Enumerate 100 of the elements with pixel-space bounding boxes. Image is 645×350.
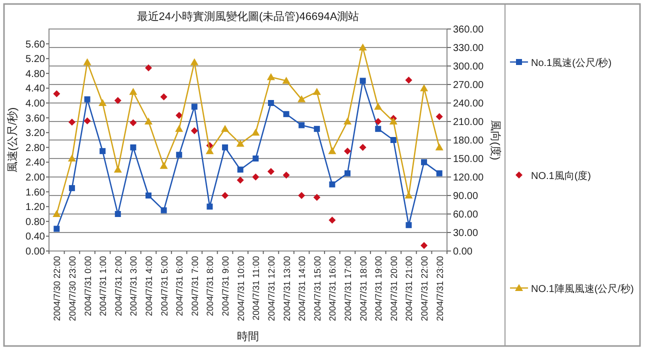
point (390, 137, 396, 143)
point (266, 73, 275, 80)
point (283, 111, 290, 118)
point (130, 119, 137, 126)
y2-tick-label: 180.00 (453, 136, 484, 146)
y-tick-label: 0.00 (26, 246, 46, 258)
y-tick-label: 4.40 (26, 84, 46, 95)
x-tick-label: 2004/7/31 11:00 (251, 256, 262, 320)
point (190, 127, 198, 134)
x-tick-label: 2004/7/31 2:00 (113, 256, 124, 316)
point (298, 192, 306, 199)
point (359, 144, 366, 151)
point (236, 140, 244, 147)
point (252, 156, 259, 162)
y2-tick-label: 150.00 (453, 154, 484, 165)
x-tick-label: 2004/7/30 23:00 (67, 256, 78, 322)
y-axis-title: 風速(公尺/秒) (6, 107, 19, 173)
x-tick-label: 2004/7/31 0:00 (82, 256, 93, 316)
x-tick-label: 2004/7/31 8:00 (205, 256, 216, 316)
point (435, 143, 444, 150)
point (222, 192, 229, 199)
point (344, 170, 350, 176)
x-tick-label: 2004/7/31 4:00 (144, 256, 154, 316)
x-tick-label: 2004/7/31 1:00 (98, 256, 108, 316)
point (130, 144, 136, 150)
y-tick-label: 2.00 (26, 172, 46, 184)
y-tick-label: 2.40 (26, 158, 46, 169)
x-tick-label: 2004/7/31 17:00 (343, 256, 353, 322)
point (53, 90, 60, 98)
point (175, 124, 184, 132)
y2-tick-label: 120.00 (453, 172, 484, 184)
y2-tick-label: 30.00 (453, 228, 478, 239)
y2-tick-label: 270.00 (453, 80, 484, 91)
point (282, 76, 290, 84)
x-tick-label: 2004/7/31 13:00 (282, 256, 292, 322)
point (436, 113, 443, 120)
point (100, 148, 106, 154)
point (420, 242, 428, 249)
x-tick-label: 2004/7/31 7:00 (190, 256, 200, 316)
point (252, 128, 260, 136)
y2-tick-label: 60.00 (453, 210, 478, 220)
y2-tick-label: 90.00 (453, 191, 478, 202)
point (83, 58, 92, 66)
point (222, 144, 228, 150)
y-tick-label: 3.20 (26, 128, 46, 140)
point (146, 192, 152, 198)
point (268, 100, 274, 106)
x-tick-label: 2004/7/31 14:00 (297, 256, 308, 322)
y2-tick-label: 360.00 (453, 24, 484, 36)
y2-tick-label: 300.00 (453, 62, 484, 72)
point (68, 118, 76, 126)
point (68, 154, 76, 162)
point (84, 117, 91, 124)
point (252, 174, 260, 180)
y2-tick-label: 240.00 (453, 98, 484, 110)
point (98, 99, 107, 106)
point (114, 211, 121, 217)
point (314, 126, 320, 132)
point (344, 148, 351, 155)
point (160, 93, 168, 100)
x-tick-label: 2004/7/31 6:00 (174, 256, 185, 316)
point (236, 176, 244, 184)
point (298, 122, 305, 128)
point (160, 207, 167, 214)
point (129, 88, 138, 95)
point (176, 152, 182, 158)
point (68, 185, 75, 192)
point (298, 95, 306, 102)
y-tick-label: 5.60 (26, 39, 46, 50)
y-tick-label: 5.20 (26, 54, 46, 66)
point (405, 76, 412, 84)
x-tick-label: 2004/7/31 12:00 (266, 256, 276, 322)
x-tick-label: 2004/7/31 15:00 (312, 256, 322, 322)
point (176, 112, 183, 119)
x-tick-label: 2004/7/31 18:00 (358, 256, 368, 322)
x-tick-label: 2004/7/31 21:00 (404, 256, 414, 322)
point (313, 194, 320, 201)
y-tick-label: 3.60 (26, 113, 46, 124)
y-tick-label: 4.80 (26, 68, 46, 80)
x-tick-label: 2004/7/31 19:00 (374, 256, 384, 322)
point (84, 96, 90, 102)
x-axis-title: 時間 (237, 330, 259, 343)
point (344, 118, 352, 124)
y-tick-label: 4.00 (26, 98, 46, 110)
y-tick-label: 1.60 (26, 187, 46, 198)
y2-axis-title: 風向(度) (489, 120, 502, 160)
point (267, 168, 274, 175)
point (420, 84, 428, 92)
x-tick-label: 2004/7/31 16:00 (328, 256, 338, 322)
point (191, 104, 198, 110)
y2-tick-label: 210.00 (453, 117, 484, 128)
legend-label: NO.1風向(度) (531, 170, 591, 182)
x-tick-label: 2004/7/30 22:00 (52, 256, 62, 322)
x-tick-label: 2004/7/31 22:00 (420, 256, 430, 322)
point (436, 170, 442, 176)
point (329, 181, 336, 188)
point (52, 210, 61, 217)
point (54, 226, 60, 232)
legend-label: No.1風速(公尺/秒) (531, 57, 612, 69)
point (375, 126, 382, 132)
